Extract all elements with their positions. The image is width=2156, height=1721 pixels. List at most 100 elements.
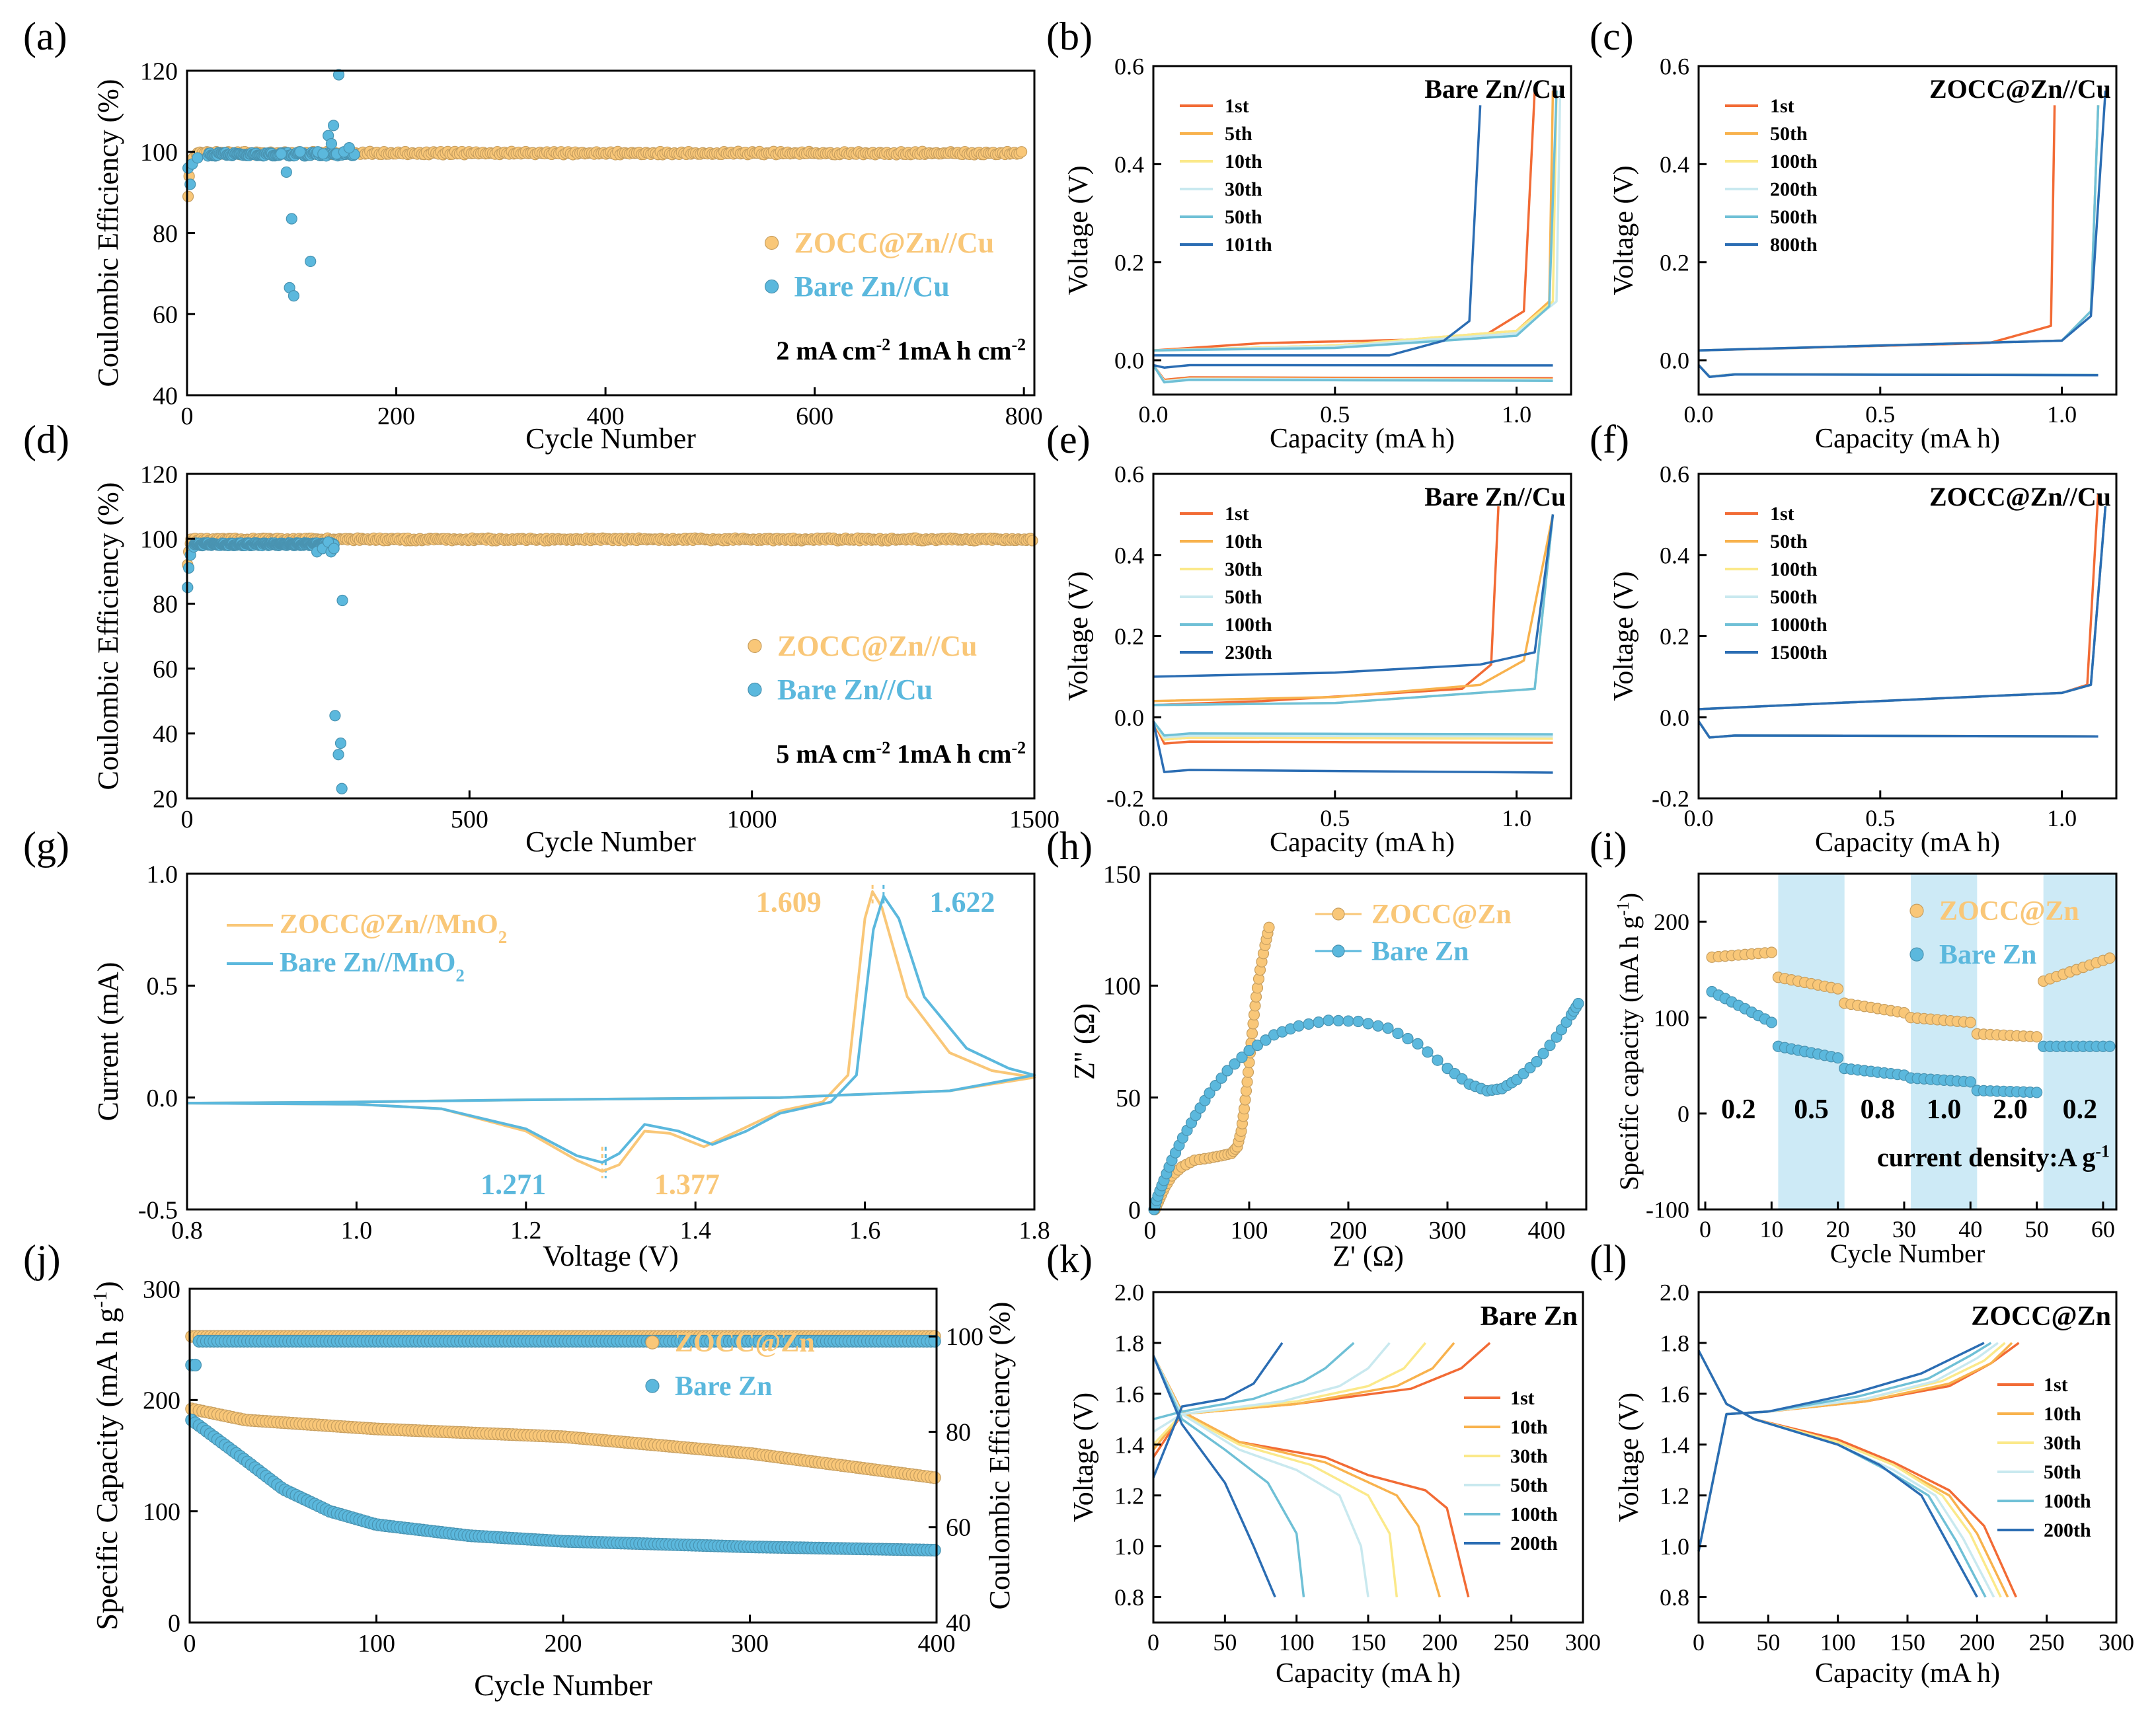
y-axis-label: Specific capacity (mA h g-1) — [1613, 893, 1644, 1190]
y-tick-label: 200 — [143, 1387, 180, 1415]
y-tick-label: 50 — [1116, 1085, 1141, 1112]
series-50th — [1697, 506, 2107, 739]
y-tick-label: 0.6 — [1660, 54, 1689, 80]
strip-curve — [1153, 105, 1482, 357]
x-tick-label: 300 — [2098, 1629, 2134, 1656]
y-tick-label: 0.6 — [1660, 461, 1689, 488]
y-axis-label: Coulombic Efficiency (%) — [92, 482, 124, 790]
x-tick-label: 200 — [377, 402, 415, 430]
legend-label: 101th — [1225, 234, 1272, 256]
data-point — [1236, 1052, 1248, 1063]
y-tick-label: -0.2 — [1106, 786, 1144, 812]
legend-marker — [764, 279, 779, 294]
panel-d: (d) 0 500 1000 1500 20 40 60 80 100 120 Cycle Numbe… — [23, 418, 1059, 858]
x-tick-label: 1.2 — [510, 1217, 542, 1244]
legend-marker — [645, 1335, 660, 1350]
y-axis-label: Voltage (V) — [1063, 165, 1094, 295]
legend-label: 100th — [1510, 1504, 1558, 1525]
plot-frame — [1152, 65, 1572, 396]
x-tick-label: 10 — [1759, 1216, 1783, 1243]
data-point — [1251, 1040, 1264, 1052]
rate-label: 0.8 — [1861, 1094, 1896, 1125]
x-tick-label: 0 — [181, 402, 194, 430]
data-point — [192, 152, 204, 164]
legend-label: 1st — [1225, 95, 1249, 117]
panel-title: ZOCC@Zn — [1971, 1301, 2111, 1332]
data-point — [288, 290, 300, 302]
y-tick-label: 0.8 — [1114, 1584, 1144, 1611]
y-right-tick-label: 100 — [946, 1323, 983, 1351]
legend-marker — [645, 1379, 660, 1393]
plot-frame — [1697, 872, 2118, 1211]
legend-label: 1st — [1770, 95, 1794, 117]
legend-label: 1st — [1510, 1387, 1535, 1409]
legend-label: 30th — [1225, 178, 1262, 200]
legend-label: ZOCC@Zn — [1371, 899, 1512, 930]
panel-title: Bare Zn — [1481, 1301, 1578, 1332]
strip-curve — [1698, 494, 2100, 710]
legend-label: 50th — [1510, 1474, 1548, 1496]
plate-curve — [1152, 720, 1553, 745]
y-tick-label: 100 — [1654, 1005, 1689, 1031]
x-tick-label: 100 — [358, 1630, 395, 1658]
series-100th — [1152, 514, 1555, 737]
y-tick-label: 2.0 — [1114, 1280, 1144, 1306]
data-point — [1392, 1027, 1404, 1040]
x-tick-label: 100 — [1279, 1629, 1315, 1656]
data-point — [327, 120, 340, 132]
x-axis-label: Cycle Number — [474, 1668, 652, 1702]
legend-label: 100th — [1770, 558, 1818, 580]
y-tick-label: 0.2 — [1114, 623, 1144, 650]
strip-curve — [1698, 90, 2107, 352]
x-tick-label: 0.8 — [171, 1217, 203, 1244]
y-right-axis-label: Coulombic Efficiency (%) — [983, 1302, 1016, 1610]
legend-label: 30th — [2044, 1432, 2081, 1454]
x-tick-label: 0.0 — [1139, 401, 1169, 428]
x-tick-label: 1.0 — [1502, 805, 1531, 831]
data-point — [1422, 1046, 1434, 1058]
y-right-tick-label: 40 — [946, 1609, 971, 1637]
y-axis-label: Voltage (V) — [1614, 1393, 1644, 1522]
data-point — [2104, 952, 2116, 964]
panel-j: (j) 0 100 200 300 400 0 100 200 300 Cycle Number Sp… — [23, 1237, 1016, 1702]
y-tick-label: 1.2 — [1660, 1482, 1689, 1509]
x-tick-label: 40 — [1958, 1216, 1982, 1243]
data-point — [1832, 1052, 1844, 1064]
legend-label: 1st — [1770, 503, 1794, 525]
series-Bare Zn//Cu — [182, 69, 360, 302]
x-axis-label: Capacity (mA h) — [1815, 827, 2000, 858]
legend-marker — [1332, 907, 1345, 921]
x-tick-label: 500 — [451, 806, 488, 833]
y-tick-label: 1.2 — [1114, 1482, 1144, 1509]
data-point — [1432, 1054, 1444, 1066]
x-tick-label: 1.0 — [2047, 401, 2077, 428]
y-tick-label: 0.6 — [1114, 54, 1144, 80]
series-1000th — [1697, 506, 2107, 739]
plate-curve — [1697, 720, 2098, 739]
panel-title: Bare Zn//Cu — [1424, 482, 1566, 512]
data-point — [329, 710, 341, 722]
panel-label: (d) — [23, 418, 69, 461]
x-tick-label: 400 — [587, 402, 625, 430]
series-100th — [1697, 506, 2107, 739]
panel-i: (i) 0 10 20 30 40 50 60 -100 0 100 200 Cycle Number S… — [1590, 824, 2118, 1268]
plot-frame — [1697, 1291, 2118, 1624]
y-axis-label: Coulombic Efficiency (%) — [92, 79, 124, 387]
x-tick-label: 600 — [796, 402, 833, 430]
series-800th — [1697, 90, 2107, 379]
y-tick-label: 1.4 — [1114, 1432, 1144, 1458]
panel-label: (b) — [1046, 15, 1093, 58]
legend-marker — [1909, 947, 1924, 962]
y-tick-label: -0.5 — [138, 1196, 178, 1224]
x-tick-label: 20 — [1826, 1216, 1850, 1243]
legend-label: 10th — [1225, 531, 1262, 553]
legend-label: 10th — [1225, 151, 1262, 172]
strip-curve — [1698, 105, 2100, 352]
x-tick-label: 0 — [1147, 1629, 1159, 1656]
x-tick-label: 1000 — [727, 806, 777, 833]
data-point — [1242, 1066, 1254, 1078]
y-tick-label: 0.0 — [1114, 348, 1144, 374]
data-point — [317, 148, 329, 160]
ce-point — [188, 1358, 202, 1372]
y-tick-label: 0.4 — [1660, 151, 1689, 178]
